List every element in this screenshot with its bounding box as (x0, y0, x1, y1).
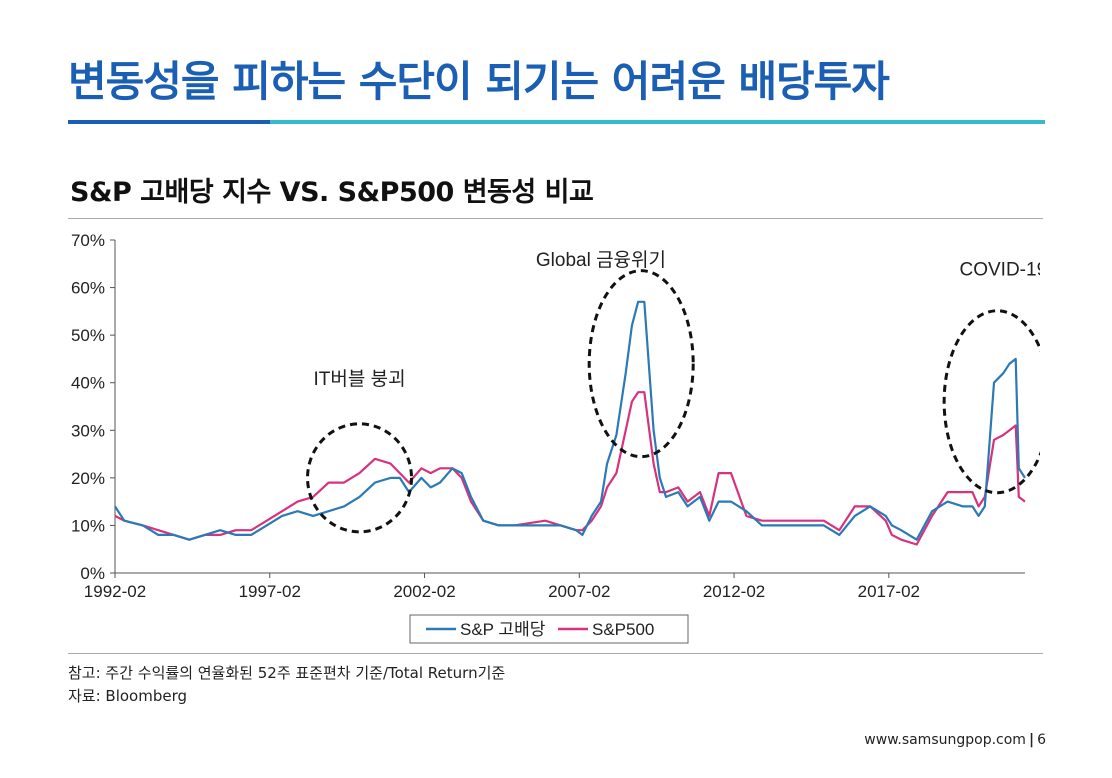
y-tick-label: 20% (71, 469, 105, 488)
series-lines (114, 300, 1026, 546)
page-title: 변동성을 피하는 수단이 되기는 어려운 배당투자 (68, 57, 890, 106)
x-tick-label: 2002-02 (393, 582, 455, 601)
x-tick-label: 1997-02 (239, 582, 301, 601)
legend-box (409, 614, 689, 644)
chart-legend: S&P 고배당 S&P500 (409, 614, 689, 644)
title-underline-accent (68, 120, 270, 124)
legend-label: S&P 고배당 (460, 620, 546, 639)
x-tick-label: 2007-02 (548, 582, 610, 601)
legend-label: S&P500 (592, 620, 654, 639)
tick-labels: 0% 10% 20% 30% 40% 50% 60% 70% 1992-02 1997-02 200… (71, 231, 920, 601)
y-tick-label: 40% (71, 374, 105, 393)
x-tick-label: 1992-02 (84, 582, 146, 601)
x-tick-label: 2017-02 (858, 582, 920, 601)
website-link[interactable]: www.samsungpop.com (864, 732, 1026, 748)
title-underline (68, 120, 1045, 124)
source-note: 자료: Bloomberg (68, 687, 188, 705)
page-number: 6 (1037, 732, 1046, 748)
footer-separator: | (1028, 732, 1035, 748)
y-tick-label: 70% (71, 231, 105, 250)
y-tick-label: 50% (71, 326, 105, 345)
chart-axes (110, 239, 1025, 578)
series-line-sp-high-dividend (114, 300, 1026, 541)
financial-crisis-annotation-label: Global 금융위기 (536, 249, 666, 271)
page-footer: www.samsungpop.com | 6 (864, 732, 1046, 748)
it-bubble-highlight-ellipse (306, 422, 414, 534)
y-tick-label: 10% (71, 516, 105, 535)
series-line-sp500 (114, 391, 1026, 546)
it-bubble-annotation-label: IT버블 붕괴 (313, 368, 405, 390)
financial-crisis-highlight-ellipse (587, 269, 695, 459)
annotation-group: IT버블 붕괴 Global 금융위기 COVID-19 (306, 249, 1040, 534)
x-tick-label: 2012-02 (703, 582, 765, 601)
y-tick-label: 0% (80, 564, 105, 583)
y-tick-label: 60% (71, 279, 105, 298)
chart-bottom-divider (68, 653, 1043, 654)
methodology-note: 참고: 주간 수익률의 연율화된 52주 표준편차 기준/Total Retur… (68, 664, 506, 682)
chart-top-divider (68, 218, 1043, 219)
covid-annotation-label: COVID-19 (960, 260, 1040, 281)
y-tick-label: 30% (71, 421, 105, 440)
volatility-line-chart: 0% 10% 20% 30% 40% 50% 60% 70% 1992-02 1997-02 200… (71, 231, 1040, 644)
chart-title: S&P 고배당 지수 VS. S&P500 변동성 비교 (70, 177, 594, 208)
chart-notes: 참고: 주간 수익률의 연율화된 52주 표준편차 기준/Total Retur… (68, 662, 505, 708)
covid-highlight-ellipse (942, 309, 1040, 495)
